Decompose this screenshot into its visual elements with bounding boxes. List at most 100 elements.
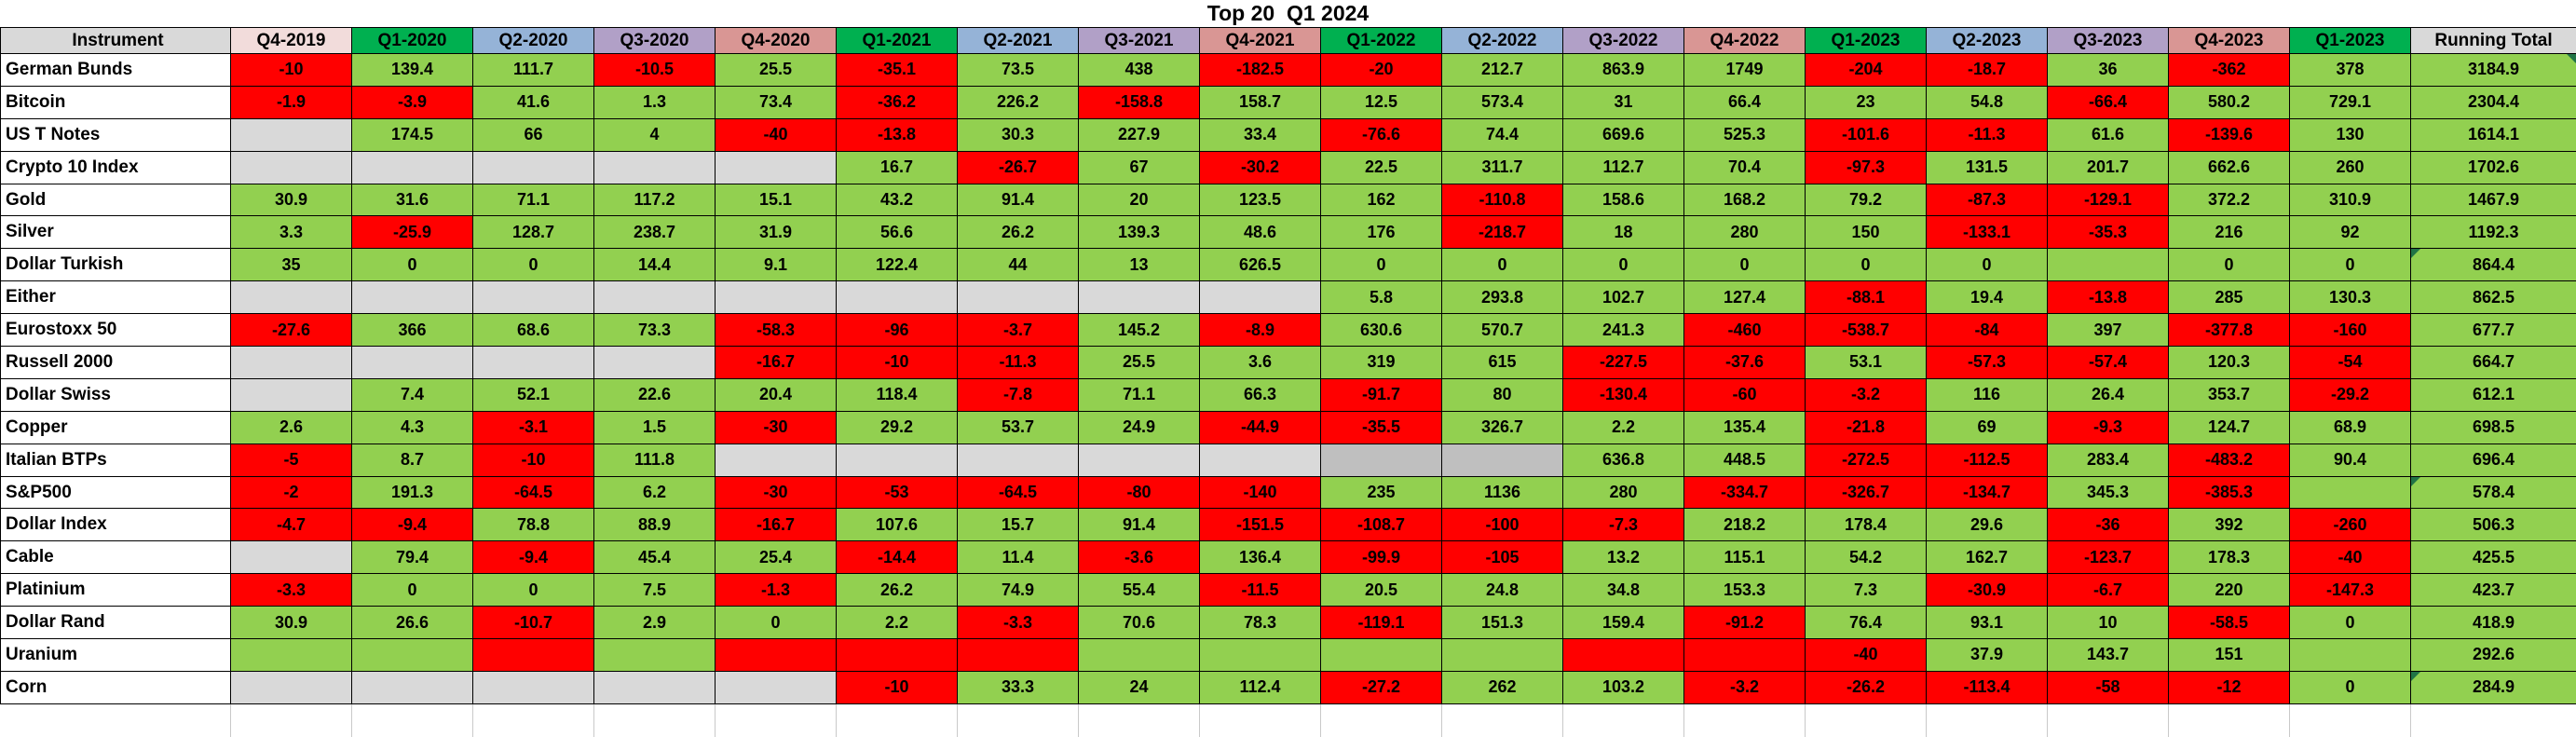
value-cell[interactable]: 280 [1684,216,1806,249]
value-cell[interactable]: 0 [2169,249,2290,281]
value-cell[interactable]: 0 [1684,249,1806,281]
value-cell[interactable]: 397 [2048,314,2169,347]
value-cell[interactable]: 70.6 [1079,607,1200,639]
value-cell[interactable]: 178.3 [2169,541,2290,574]
value-cell[interactable]: 201.7 [2048,151,2169,184]
value-cell[interactable]: -12 [2169,671,2290,703]
value-cell[interactable]: -8.9 [1200,314,1321,347]
value-cell[interactable]: 311.7 [1442,151,1563,184]
value-cell[interactable] [1079,444,1200,476]
value-cell[interactable]: -112.5 [1927,444,2048,476]
value-cell[interactable]: -44.9 [1200,411,1321,444]
column-header-q4-2021[interactable]: Q4-2021 [1200,28,1321,54]
value-cell[interactable]: -326.7 [1806,476,1927,509]
value-cell[interactable]: 26.4 [2048,378,2169,411]
value-cell[interactable] [1684,639,1806,672]
value-cell[interactable]: 29.2 [837,411,958,444]
value-cell[interactable]: 92 [2290,216,2411,249]
value-cell[interactable]: 53.7 [958,411,1079,444]
value-cell[interactable] [1200,281,1321,314]
column-header-q1-2023[interactable]: Q1-2023 [1806,28,1927,54]
value-cell[interactable]: 69 [1927,411,2048,444]
value-cell[interactable]: -35.1 [837,54,958,87]
value-cell[interactable]: 5.8 [1321,281,1442,314]
column-header-q3-2023[interactable]: Q3-2023 [2048,28,2169,54]
value-cell[interactable]: 12.5 [1321,86,1442,118]
value-cell[interactable]: -40 [1806,639,1927,672]
value-cell[interactable]: 729.1 [2290,86,2411,118]
value-cell[interactable]: 88.9 [594,509,716,541]
value-cell[interactable]: -30 [716,411,837,444]
running-total-cell[interactable]: 1467.9 [2411,184,2576,216]
value-cell[interactable]: -129.1 [2048,184,2169,216]
running-total-cell[interactable]: 1702.6 [2411,151,2576,184]
value-cell[interactable]: -7.8 [958,378,1079,411]
value-cell[interactable]: 626.5 [1200,249,1321,281]
running-total-cell[interactable]: 506.3 [2411,509,2576,541]
value-cell[interactable]: 0 [473,249,594,281]
value-cell[interactable]: -26.2 [1806,671,1927,703]
value-cell[interactable] [958,639,1079,672]
value-cell[interactable]: 162 [1321,184,1442,216]
running-total-cell[interactable]: 862.5 [2411,281,2576,314]
value-cell[interactable]: 111.7 [473,54,594,87]
value-cell[interactable]: -57.4 [2048,347,2169,379]
value-cell[interactable]: 580.2 [2169,86,2290,118]
value-cell[interactable]: 366 [352,314,473,347]
value-cell[interactable]: -3.2 [1806,378,1927,411]
value-cell[interactable]: -5 [231,444,352,476]
value-cell[interactable] [231,378,352,411]
value-cell[interactable]: 120.3 [2169,347,2290,379]
value-cell[interactable]: 4 [594,118,716,151]
value-cell[interactable]: 90.4 [2290,444,2411,476]
value-cell[interactable]: -130.4 [1563,378,1684,411]
column-header-q4-2022[interactable]: Q4-2022 [1684,28,1806,54]
instrument-cell[interactable]: Gold [1,184,231,216]
value-cell[interactable]: 0 [2290,671,2411,703]
running-total-cell[interactable]: 292.6 [2411,639,2576,672]
value-cell[interactable]: 0 [1806,249,1927,281]
value-cell[interactable]: 448.5 [1684,444,1806,476]
value-cell[interactable] [352,347,473,379]
value-cell[interactable]: 73.3 [594,314,716,347]
value-cell[interactable] [2048,249,2169,281]
value-cell[interactable]: 191.3 [352,476,473,509]
value-cell[interactable]: 18 [1563,216,1684,249]
value-cell[interactable]: 130 [2290,118,2411,151]
instrument-column-header[interactable]: Instrument [1,28,231,54]
value-cell[interactable] [1079,281,1200,314]
value-cell[interactable]: 91.4 [1079,509,1200,541]
value-cell[interactable] [716,151,837,184]
instrument-cell[interactable]: Dollar Swiss [1,378,231,411]
value-cell[interactable]: 24 [1079,671,1200,703]
value-cell[interactable]: -11.3 [958,347,1079,379]
running-total-cell[interactable]: 425.5 [2411,541,2576,574]
running-total-cell[interactable]: 612.1 [2411,378,2576,411]
value-cell[interactable] [231,541,352,574]
value-cell[interactable]: 24.8 [1442,574,1563,607]
value-cell[interactable]: 74.4 [1442,118,1563,151]
value-cell[interactable] [231,671,352,703]
value-cell[interactable]: 68.9 [2290,411,2411,444]
value-cell[interactable]: 438 [1079,54,1200,87]
value-cell[interactable] [594,281,716,314]
value-cell[interactable]: -1.9 [231,86,352,118]
value-cell[interactable]: 25.4 [716,541,837,574]
value-cell[interactable] [231,118,352,151]
value-cell[interactable]: -10 [473,444,594,476]
value-cell[interactable]: 2.2 [837,607,958,639]
value-cell[interactable]: -60 [1684,378,1806,411]
value-cell[interactable]: -91.7 [1321,378,1442,411]
value-cell[interactable]: 220 [2169,574,2290,607]
value-cell[interactable]: 66.3 [1200,378,1321,411]
value-cell[interactable]: 131.5 [1927,151,2048,184]
value-cell[interactable] [594,347,716,379]
value-cell[interactable]: 136.4 [1200,541,1321,574]
value-cell[interactable] [352,281,473,314]
value-cell[interactable]: 80 [1442,378,1563,411]
value-cell[interactable] [1563,639,1684,672]
value-cell[interactable]: 145.2 [1079,314,1200,347]
value-cell[interactable]: 78.3 [1200,607,1321,639]
value-cell[interactable]: 630.6 [1321,314,1442,347]
value-cell[interactable]: 78.8 [473,509,594,541]
